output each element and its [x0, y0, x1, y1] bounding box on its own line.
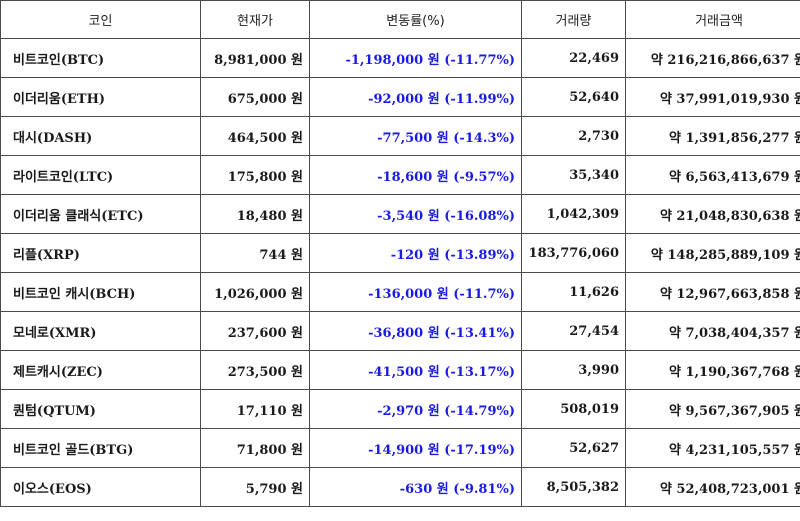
- volume-cell: 183,776,060: [521, 233, 626, 273]
- volume-cell: 508,019: [521, 389, 626, 429]
- price-cell: 464,500 원: [200, 116, 310, 156]
- amount-cell: 약 37,991,019,930 원: [625, 77, 800, 117]
- price-cell: 8,981,000 원: [200, 38, 310, 78]
- coin-name-cell: 이더리움 클래식(ETC): [0, 194, 201, 234]
- column-header-price: 현재가: [200, 0, 310, 39]
- table-row: 비트코인 캐시(BCH) 1,026,000 원 -136,000 원 (-11…: [0, 272, 800, 312]
- table-row: 이더리움(ETH) 675,000 원 -92,000 원 (-11.99%) …: [0, 77, 800, 117]
- change-cell: -630 원 (-9.81%): [309, 467, 522, 507]
- coin-name-cell: 라이트코인(LTC): [0, 155, 201, 195]
- table-row: 대시(DASH) 464,500 원 -77,500 원 (-14.3%) 2,…: [0, 116, 800, 156]
- amount-cell: 약 12,967,663,858 원: [625, 272, 800, 312]
- table-row: 퀀텀(QTUM) 17,110 원 -2,970 원 (-14.79%) 508…: [0, 389, 800, 429]
- volume-cell: 52,640: [521, 77, 626, 117]
- change-cell: -36,800 원 (-13.41%): [309, 311, 522, 351]
- volume-cell: 11,626: [521, 272, 626, 312]
- table-row: 제트캐시(ZEC) 273,500 원 -41,500 원 (-13.17%) …: [0, 350, 800, 390]
- volume-cell: 52,627: [521, 428, 626, 468]
- amount-cell: 약 7,038,404,357 원: [625, 311, 800, 351]
- change-cell: -18,600 원 (-9.57%): [309, 155, 522, 195]
- price-cell: 5,790 원: [200, 467, 310, 507]
- table-header-row: 코인 현재가 변동률(%) 거래량 거래금액: [0, 0, 800, 39]
- table-row: 모네로(XMR) 237,600 원 -36,800 원 (-13.41%) 2…: [0, 311, 800, 351]
- coin-name-cell: 제트캐시(ZEC): [0, 350, 201, 390]
- change-cell: -3,540 원 (-16.08%): [309, 194, 522, 234]
- amount-cell: 약 6,563,413,679 원: [625, 155, 800, 195]
- price-cell: 237,600 원: [200, 311, 310, 351]
- amount-cell: 약 52,408,723,001 원: [625, 467, 800, 507]
- change-cell: -2,970 원 (-14.79%): [309, 389, 522, 429]
- coin-name-cell: 비트코인(BTC): [0, 38, 201, 78]
- coin-price-table: 코인 현재가 변동률(%) 거래량 거래금액 비트코인(BTC) 8,981,0…: [0, 0, 800, 507]
- change-cell: -120 원 (-13.89%): [309, 233, 522, 273]
- amount-cell: 약 1,190,367,768 원: [625, 350, 800, 390]
- price-cell: 18,480 원: [200, 194, 310, 234]
- column-header-volume: 거래량: [521, 0, 626, 39]
- price-cell: 273,500 원: [200, 350, 310, 390]
- volume-cell: 3,990: [521, 350, 626, 390]
- amount-cell: 약 216,216,866,637 원: [625, 38, 800, 78]
- amount-cell: 약 1,391,856,277 원: [625, 116, 800, 156]
- price-cell: 675,000 원: [200, 77, 310, 117]
- table-row: 비트코인 골드(BTG) 71,800 원 -14,900 원 (-17.19%…: [0, 428, 800, 468]
- amount-cell: 약 4,231,105,557 원: [625, 428, 800, 468]
- column-header-change: 변동률(%): [309, 0, 522, 39]
- coin-name-cell: 비트코인 캐시(BCH): [0, 272, 201, 312]
- coin-name-cell: 리플(XRP): [0, 233, 201, 273]
- change-cell: -77,500 원 (-14.3%): [309, 116, 522, 156]
- price-cell: 17,110 원: [200, 389, 310, 429]
- column-header-amount: 거래금액: [625, 0, 800, 39]
- table-body: 비트코인(BTC) 8,981,000 원 -1,198,000 원 (-11.…: [0, 38, 800, 507]
- change-cell: -136,000 원 (-11.7%): [309, 272, 522, 312]
- price-cell: 1,026,000 원: [200, 272, 310, 312]
- column-header-coin: 코인: [0, 0, 201, 39]
- coin-name-cell: 비트코인 골드(BTG): [0, 428, 201, 468]
- volume-cell: 27,454: [521, 311, 626, 351]
- volume-cell: 1,042,309: [521, 194, 626, 234]
- table-row: 라이트코인(LTC) 175,800 원 -18,600 원 (-9.57%) …: [0, 155, 800, 195]
- change-cell: -1,198,000 원 (-11.77%): [309, 38, 522, 78]
- coin-name-cell: 이더리움(ETH): [0, 77, 201, 117]
- table-row: 비트코인(BTC) 8,981,000 원 -1,198,000 원 (-11.…: [0, 38, 800, 78]
- price-cell: 744 원: [200, 233, 310, 273]
- change-cell: -92,000 원 (-11.99%): [309, 77, 522, 117]
- amount-cell: 약 148,285,889,109 원: [625, 233, 800, 273]
- price-cell: 175,800 원: [200, 155, 310, 195]
- table-row: 이오스(EOS) 5,790 원 -630 원 (-9.81%) 8,505,3…: [0, 467, 800, 507]
- amount-cell: 약 9,567,367,905 원: [625, 389, 800, 429]
- volume-cell: 35,340: [521, 155, 626, 195]
- coin-name-cell: 대시(DASH): [0, 116, 201, 156]
- coin-name-cell: 퀀텀(QTUM): [0, 389, 201, 429]
- coin-name-cell: 모네로(XMR): [0, 311, 201, 351]
- change-cell: -14,900 원 (-17.19%): [309, 428, 522, 468]
- volume-cell: 22,469: [521, 38, 626, 78]
- price-cell: 71,800 원: [200, 428, 310, 468]
- table-row: 리플(XRP) 744 원 -120 원 (-13.89%) 183,776,0…: [0, 233, 800, 273]
- volume-cell: 8,505,382: [521, 467, 626, 507]
- volume-cell: 2,730: [521, 116, 626, 156]
- change-cell: -41,500 원 (-13.17%): [309, 350, 522, 390]
- table-row: 이더리움 클래식(ETC) 18,480 원 -3,540 원 (-16.08%…: [0, 194, 800, 234]
- coin-name-cell: 이오스(EOS): [0, 467, 201, 507]
- amount-cell: 약 21,048,830,638 원: [625, 194, 800, 234]
